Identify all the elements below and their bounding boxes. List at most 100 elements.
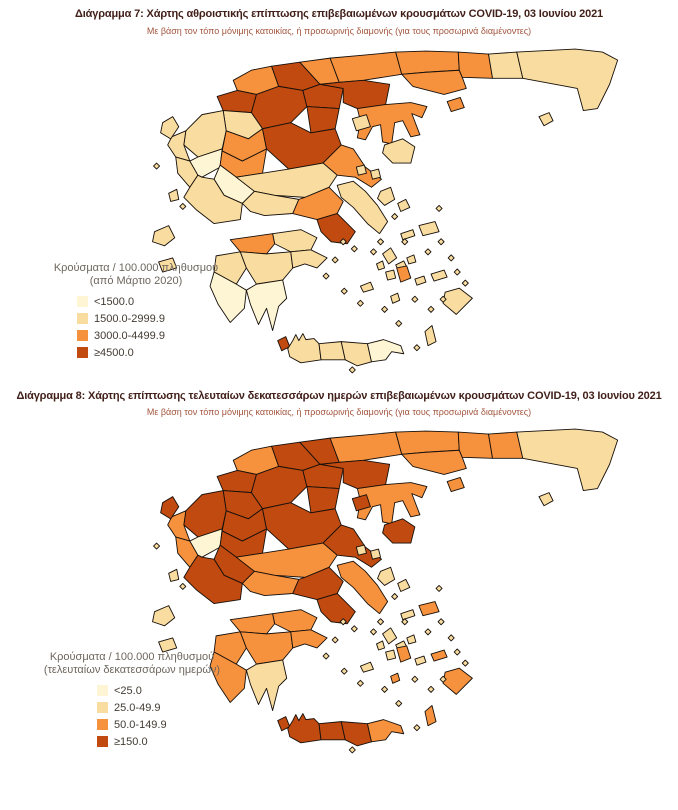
region-ikaria bbox=[400, 229, 416, 241]
region-paros bbox=[385, 269, 397, 281]
region-sporades_a bbox=[355, 164, 367, 176]
region-heraklion bbox=[340, 721, 372, 747]
region-karpathos bbox=[424, 325, 437, 347]
region-xanthi bbox=[457, 431, 493, 459]
region-zakynthos bbox=[158, 637, 178, 653]
region-imathia bbox=[302, 463, 344, 490]
region-andros bbox=[382, 627, 398, 645]
islet bbox=[331, 256, 339, 264]
region-paros bbox=[385, 649, 397, 661]
region-kavala bbox=[401, 449, 467, 475]
islet bbox=[153, 162, 161, 170]
region-argolis bbox=[290, 249, 328, 269]
islet bbox=[411, 295, 419, 303]
chart-8-subtitle: Με βάση τον τόπο μόνιμης κατοικίας, ή πρ… bbox=[146, 407, 532, 417]
islet bbox=[350, 625, 358, 633]
legend-label: 1500.0-2999.9 bbox=[94, 312, 165, 325]
region-kefalonia bbox=[152, 225, 176, 247]
islet bbox=[401, 618, 409, 626]
region-imathia bbox=[302, 83, 344, 110]
islet bbox=[435, 584, 443, 592]
islet bbox=[340, 287, 348, 295]
legend-cumulative: Κρούσματα / 100.000 πληθυσμού (από Μάρτι… bbox=[30, 262, 242, 361]
legend-rows: <25.0 25.0-49.9 50.0-149.9 ≥150.0 bbox=[24, 682, 240, 750]
islet bbox=[401, 238, 409, 246]
islet bbox=[348, 746, 356, 754]
region-laconia bbox=[245, 279, 288, 331]
islet bbox=[461, 279, 469, 287]
legend-title-line1: Κρούσματα / 100.000 πληθυσμού bbox=[49, 651, 215, 663]
legend-label: 3000.0-4499.9 bbox=[94, 329, 165, 342]
region-achaia bbox=[229, 233, 276, 255]
region-messenia bbox=[209, 651, 247, 703]
islet bbox=[453, 268, 461, 276]
legend-item: ≥4500.0 bbox=[77, 344, 242, 361]
islet bbox=[179, 202, 187, 210]
region-kos bbox=[430, 269, 448, 282]
chart-7-title: Διάγραμμα 7: Χάρτης αθροιστικής επίπτωση… bbox=[74, 8, 604, 20]
region-santorini bbox=[390, 292, 401, 304]
region-samos bbox=[418, 601, 440, 617]
legend-swatch-class1 bbox=[97, 685, 108, 696]
region-lesbos bbox=[382, 518, 416, 544]
legend-item: 50.0-149.9 bbox=[97, 716, 240, 733]
islet bbox=[339, 618, 347, 626]
legend-swatch-class2 bbox=[77, 313, 88, 324]
legend-label: ≥4500.0 bbox=[94, 346, 134, 359]
region-serres bbox=[329, 51, 403, 83]
region-rethymno bbox=[318, 341, 346, 361]
region-lasithi bbox=[366, 719, 405, 743]
region-lasithi bbox=[366, 339, 405, 363]
islet bbox=[413, 344, 421, 352]
region-mykonos bbox=[406, 254, 417, 265]
islet bbox=[381, 305, 389, 313]
region-amorgos bbox=[414, 655, 427, 666]
islet bbox=[391, 593, 399, 601]
region-lefkada bbox=[168, 188, 180, 202]
region-euboea bbox=[336, 180, 389, 235]
region-evros bbox=[516, 428, 619, 492]
islet bbox=[331, 636, 339, 644]
region-thasos bbox=[446, 477, 465, 493]
region-corfu bbox=[160, 116, 180, 140]
legend-swatch-class4 bbox=[97, 736, 108, 747]
legend-title-line1: Κρούσματα / 100.000 πληθυσμού bbox=[53, 262, 219, 274]
islet bbox=[424, 248, 432, 256]
islet bbox=[322, 652, 330, 660]
legend-label: <25.0 bbox=[114, 684, 142, 697]
greece-choropleth-map-14day bbox=[152, 428, 619, 754]
region-amorgos bbox=[414, 275, 427, 286]
islet bbox=[356, 679, 364, 687]
islet bbox=[153, 542, 161, 550]
islet bbox=[437, 238, 445, 246]
islet bbox=[447, 634, 455, 642]
islet bbox=[370, 248, 377, 256]
legend-label: ≥150.0 bbox=[114, 735, 148, 748]
region-arcadia bbox=[239, 251, 294, 285]
region-lesbos bbox=[382, 138, 416, 164]
region-achaia bbox=[229, 613, 276, 635]
islet bbox=[395, 699, 403, 707]
islet bbox=[435, 204, 443, 212]
legend-swatch-class3 bbox=[97, 719, 108, 730]
region-evros bbox=[516, 48, 619, 112]
legend-item: <1500.0 bbox=[77, 293, 242, 310]
region-rhodes bbox=[442, 287, 473, 315]
region-kastoria bbox=[216, 89, 257, 114]
islet bbox=[340, 667, 348, 675]
islet bbox=[381, 685, 389, 693]
region-naxos bbox=[396, 645, 412, 663]
region-syros bbox=[376, 640, 386, 651]
islet bbox=[413, 724, 421, 732]
region-syros bbox=[376, 260, 386, 271]
region-skyros bbox=[397, 198, 411, 212]
region-lemnos bbox=[351, 114, 371, 132]
islet bbox=[356, 299, 364, 307]
region-magnesia bbox=[322, 524, 383, 568]
legend-swatch-class4 bbox=[77, 347, 88, 358]
legend-label: 25.0-49.9 bbox=[114, 701, 161, 714]
region-samothrace bbox=[538, 112, 554, 127]
islet bbox=[427, 305, 435, 313]
legend-item: ≥150.0 bbox=[97, 733, 240, 750]
region-sporades_a bbox=[355, 544, 367, 556]
